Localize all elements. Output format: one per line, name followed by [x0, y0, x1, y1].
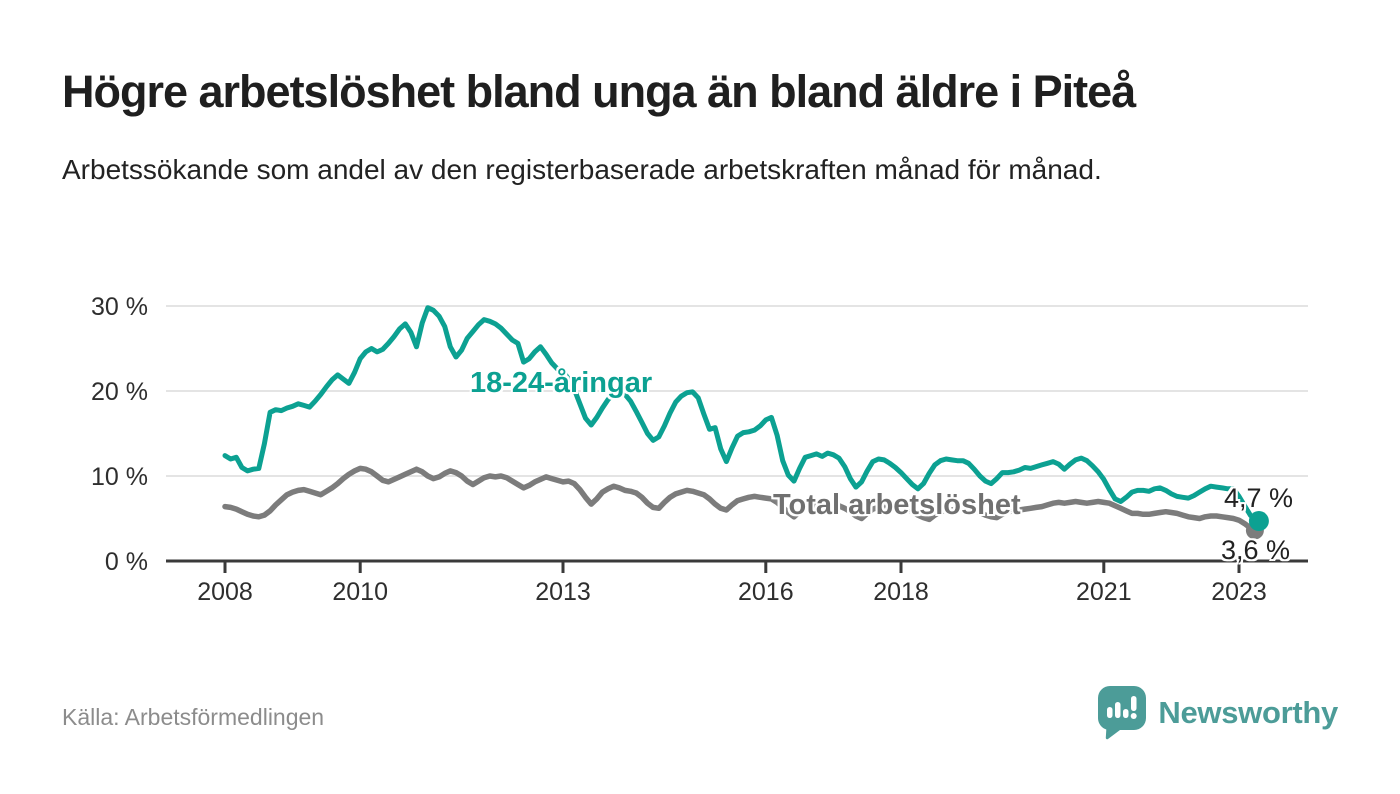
- y-tick-label-0: 0 %: [105, 548, 148, 576]
- x-tick-label-2016: 2016: [738, 578, 794, 606]
- series-label-total: Total arbetslöshet: [773, 489, 1021, 521]
- series-end-dot-youth: [1248, 511, 1269, 532]
- y-tick-label-30: 30 %: [91, 293, 148, 321]
- newsworthy-speech-bubble-chart-icon: [1098, 686, 1147, 740]
- end-value-label-total: 3,6 %: [1221, 535, 1291, 565]
- x-tick-label-2010: 2010: [332, 578, 388, 606]
- x-tick-label-2008: 2008: [197, 578, 253, 606]
- x-tick-label-2018: 2018: [873, 578, 929, 606]
- chart-subtitle: Arbetssökande som andel av den registerb…: [62, 154, 1102, 185]
- series-line-total: [222, 465, 1259, 534]
- series-line-youth: [222, 305, 1259, 524]
- x-tick-label-2013: 2013: [535, 578, 591, 606]
- x-tick-label-2021: 2021: [1076, 578, 1132, 606]
- source-attribution: Källa: Arbetsförmedlingen: [62, 704, 325, 730]
- end-value-label-youth: 4,7 %: [1224, 483, 1294, 513]
- y-tick-label-20: 20 %: [91, 378, 148, 406]
- brand-logo: Newsworthy: [1098, 686, 1338, 740]
- series-label-youth: 18-24-åringar: [470, 367, 653, 399]
- y-tick-label-10: 10 %: [91, 463, 148, 491]
- x-tick-label-2023: 2023: [1211, 578, 1267, 606]
- page-title: Högre arbetslöshet bland unga än bland ä…: [62, 66, 1136, 117]
- brand-wordmark: Newsworthy: [1158, 695, 1338, 730]
